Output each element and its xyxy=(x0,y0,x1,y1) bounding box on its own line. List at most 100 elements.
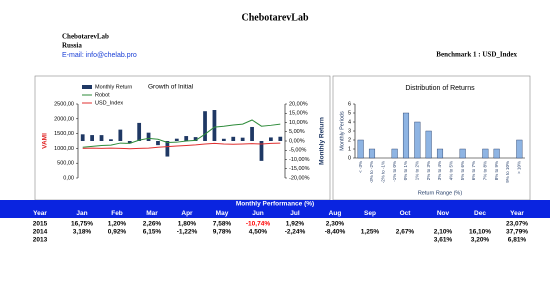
y-tick-label: 4 xyxy=(348,119,351,125)
x-tick-label: -2% to -1% xyxy=(381,161,386,183)
bar xyxy=(482,148,489,159)
y-tick-label: 2500,00 xyxy=(54,101,74,107)
chart-title: Distribution of Returns xyxy=(405,85,475,92)
bar xyxy=(118,129,123,141)
legend-label: Monthly Return xyxy=(95,84,132,90)
bar xyxy=(402,112,410,159)
bar xyxy=(90,135,94,141)
table-cell: 2015 xyxy=(33,221,48,228)
bar xyxy=(231,136,236,141)
y2-tick-label: 10,00% xyxy=(289,120,308,126)
table-cell: 3,61% xyxy=(434,237,453,244)
y2-tick-label: 20,00% xyxy=(289,101,308,107)
table-cell: 9,78% xyxy=(213,229,232,236)
page-title: ChebotarevLab xyxy=(241,12,308,23)
y-tick-label: 6 xyxy=(348,101,351,107)
y-axis-label: Monthly Periods xyxy=(339,111,345,151)
y2-tick-label: 5,00% xyxy=(289,129,305,135)
table-cell: 7,58% xyxy=(213,221,232,228)
x-axis-label: Return Range (%) xyxy=(418,190,462,196)
y-tick-label: 3 xyxy=(348,128,351,134)
table-cell: 2,10% xyxy=(434,229,453,236)
bar xyxy=(368,148,376,159)
y2-tick-label: -10,00% xyxy=(289,157,310,163)
column-header: Sep xyxy=(364,210,376,217)
bar xyxy=(391,148,398,159)
legend-swatch xyxy=(82,85,92,89)
country: Russia xyxy=(62,42,82,50)
x-tick-label: 7% to 8% xyxy=(483,161,488,180)
y2-tick-label: 0,00% xyxy=(289,138,305,144)
x-tick-label: -3% to -2% xyxy=(369,161,374,183)
table-cell: 2,30% xyxy=(326,221,345,228)
y2-axis-label: Monthly Return xyxy=(319,117,326,165)
column-header: Jun xyxy=(252,210,264,217)
column-header: Year xyxy=(33,210,47,217)
bar xyxy=(184,136,189,141)
bar xyxy=(516,139,523,159)
y-tick-label: 0 xyxy=(348,155,351,161)
x-tick-label: -1% to 0% xyxy=(392,161,397,182)
x-tick-label: 3% to 4% xyxy=(437,161,442,180)
line-series xyxy=(82,119,281,148)
bar xyxy=(259,141,264,161)
y-axis-label: VAMI xyxy=(42,133,49,149)
column-header: Aug xyxy=(329,210,342,217)
table-cell: 1,80% xyxy=(178,221,197,228)
table-cell: -10,74% xyxy=(246,221,270,228)
table-cell: -2,24% xyxy=(285,229,306,236)
email[interactable]: E-mail: info@chelab.pro xyxy=(62,52,137,59)
x-tick-label: 2% to 3% xyxy=(426,161,431,180)
bar xyxy=(165,141,170,157)
table-cell: 2,26% xyxy=(143,221,162,228)
table-cell: 6,15% xyxy=(143,229,162,236)
x-tick-label: 0% to 1% xyxy=(403,161,408,180)
bar xyxy=(156,141,160,146)
y-tick-label: 5 xyxy=(348,110,351,116)
bar xyxy=(357,139,364,159)
y-tick-label: 1 xyxy=(348,146,351,152)
x-tick-label: > 10% xyxy=(517,161,522,174)
table-cell: 16,10% xyxy=(469,229,491,236)
bar xyxy=(80,134,85,141)
bar xyxy=(221,138,226,141)
x-tick-label: 9% to 10% xyxy=(505,161,510,183)
bar xyxy=(137,122,142,141)
table-cell: 23,07% xyxy=(506,221,528,228)
table-cell: 4,50% xyxy=(249,229,268,236)
column-header: May xyxy=(216,210,229,217)
bar xyxy=(212,110,217,141)
table-cell: 1,20% xyxy=(108,221,127,228)
table-cell: 6,81% xyxy=(508,237,527,244)
bar xyxy=(425,130,432,159)
x-tick-label: 8% to 9% xyxy=(494,161,499,180)
table-title: Monthly Performance (%) xyxy=(236,201,314,208)
y-tick-label: 1000,00 xyxy=(54,146,74,152)
column-header: Year xyxy=(510,210,524,217)
column-header: Jul xyxy=(290,210,300,217)
bar xyxy=(127,141,132,144)
company: ChebotarevLab xyxy=(62,33,109,41)
y-tick-label: 2 xyxy=(348,137,351,143)
table-cell: 1,25% xyxy=(361,229,380,236)
table-cell: 1,92% xyxy=(286,221,305,228)
y-tick-label: 500,00 xyxy=(57,161,74,167)
legend-label: USD_Index xyxy=(95,100,123,106)
y-tick-label: 0,00 xyxy=(63,175,74,181)
column-header: Dec xyxy=(474,210,486,217)
bar xyxy=(109,139,113,141)
chart-title: Growth of Initial xyxy=(148,84,194,91)
x-tick-label: 4% to 5% xyxy=(449,161,454,180)
y2-tick-label: -20,00% xyxy=(289,175,310,181)
bar xyxy=(203,111,207,141)
bar xyxy=(146,132,151,141)
table-cell: 2014 xyxy=(33,229,48,236)
line-series xyxy=(82,142,281,150)
bar xyxy=(436,148,444,159)
table-cell: -1,22% xyxy=(177,229,198,236)
bar xyxy=(250,126,254,141)
table-cell: 16,75% xyxy=(71,221,93,228)
column-header: Nov xyxy=(437,210,450,217)
y2-tick-label: 15,00% xyxy=(289,111,308,117)
